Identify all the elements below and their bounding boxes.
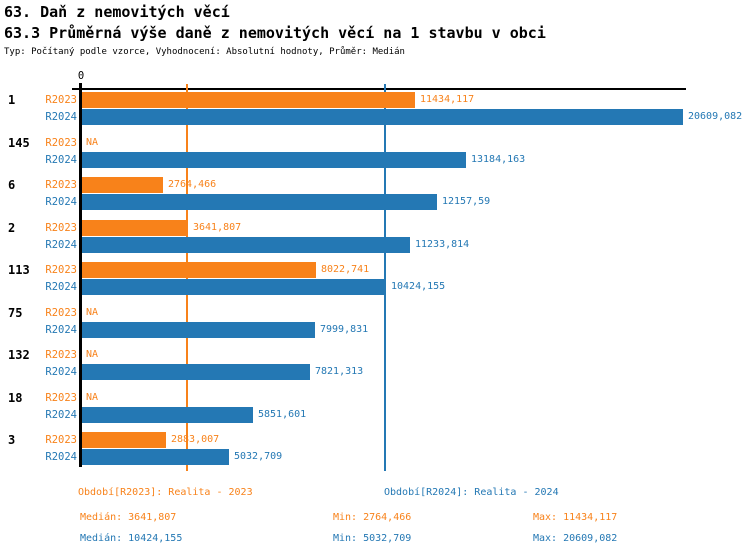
chart-subtitle: Typ: Počítaný podle vzorce, Vyhodnocení:… — [4, 47, 405, 57]
x-axis-line — [72, 88, 686, 90]
bar-value-r2024: 20609,082 — [688, 111, 743, 122]
row-series-label-r2023: R2023 — [45, 94, 77, 106]
stat-max-r2024: Max: 20609,082 — [533, 533, 618, 544]
legend-series-r2023: Období[R2023]: Realita - 2023 — [78, 487, 253, 498]
bar-r2024 — [82, 279, 386, 295]
row-series-label-r2024: R2024 — [45, 154, 77, 166]
bar-value-r2023-na: NA — [86, 349, 99, 360]
bar-r2024 — [82, 449, 229, 465]
stat-min-r2024: Min: 5032,709 — [333, 533, 412, 544]
row-group-number: 18 — [8, 391, 23, 405]
median-gridline-r2024 — [384, 84, 386, 471]
chart-title: 63.3 Průměrná výše daně z nemovitých věc… — [4, 24, 546, 42]
y-axis-line — [79, 83, 82, 467]
row-group-number: 75 — [8, 306, 23, 320]
row-series-label-r2024: R2024 — [45, 324, 77, 336]
bar-r2023 — [82, 177, 163, 193]
row-group-number: 3 — [8, 433, 16, 447]
row-series-label-r2024: R2024 — [45, 239, 77, 251]
row-series-label-r2023: R2023 — [45, 392, 77, 404]
bar-value-r2024: 13184,163 — [471, 154, 526, 165]
bar-r2023 — [82, 432, 166, 448]
row-group-number: 145 — [8, 136, 30, 150]
row-series-label-r2023: R2023 — [45, 179, 77, 191]
bar-value-r2023: 11434,117 — [420, 94, 475, 105]
row-group-number: 1 — [8, 93, 16, 107]
stat-max-r2023: Max: 11434,117 — [533, 512, 618, 523]
bar-r2024 — [82, 407, 253, 423]
stat-min-r2023: Min: 2764,466 — [333, 512, 412, 523]
bar-value-r2024: 7821,313 — [315, 366, 364, 377]
row-series-label-r2023: R2023 — [45, 137, 77, 149]
bar-r2024 — [82, 364, 310, 380]
bar-r2024 — [82, 237, 410, 253]
row-series-label-r2024: R2024 — [45, 366, 77, 378]
stat-median-r2023: Medián: 3641,807 — [80, 512, 177, 523]
row-series-label-r2023: R2023 — [45, 349, 77, 361]
bar-value-r2024: 7999,831 — [320, 324, 369, 335]
bar-r2024 — [82, 322, 315, 338]
row-group-number: 132 — [8, 348, 30, 362]
row-group-number: 6 — [8, 178, 16, 192]
row-series-label-r2024: R2024 — [45, 196, 77, 208]
row-series-label-r2023: R2023 — [45, 264, 77, 276]
bar-value-r2023-na: NA — [86, 307, 99, 318]
row-series-label-r2023: R2023 — [45, 222, 77, 234]
row-series-label-r2024: R2024 — [45, 409, 77, 421]
row-group-number: 2 — [8, 221, 16, 235]
bar-value-r2023-na: NA — [86, 137, 99, 148]
bar-r2023 — [82, 220, 188, 236]
row-series-label-r2024: R2024 — [45, 451, 77, 463]
bar-value-r2023: 8022,741 — [321, 264, 370, 275]
bar-value-r2024: 5032,709 — [234, 451, 283, 462]
bar-r2023 — [82, 92, 415, 108]
report-title: 63. Daň z nemovitých věcí — [4, 3, 230, 21]
bar-value-r2023: 3641,807 — [193, 222, 242, 233]
row-series-label-r2023: R2023 — [45, 434, 77, 446]
row-series-label-r2024: R2024 — [45, 281, 77, 293]
stat-median-r2024: Medián: 10424,155 — [80, 533, 183, 544]
bar-value-r2024: 12157,59 — [442, 196, 491, 207]
bar-r2024 — [82, 194, 437, 210]
row-series-label-r2024: R2024 — [45, 111, 77, 123]
bar-value-r2024: 10424,155 — [391, 281, 446, 292]
bar-value-r2023-na: NA — [86, 392, 99, 403]
bar-value-r2023: 2764,466 — [168, 179, 217, 190]
row-group-number: 113 — [8, 263, 30, 277]
bar-r2024 — [82, 109, 683, 125]
bar-value-r2024: 5851,601 — [258, 409, 307, 420]
row-series-label-r2023: R2023 — [45, 307, 77, 319]
legend-series-r2024: Období[R2024]: Realita - 2024 — [384, 487, 559, 498]
bar-value-r2023: 2883,007 — [171, 434, 220, 445]
x-axis-origin-label: 0 — [77, 70, 85, 82]
bar-value-r2024: 11233,814 — [415, 239, 470, 250]
bar-r2023 — [82, 262, 316, 278]
bar-r2024 — [82, 152, 466, 168]
